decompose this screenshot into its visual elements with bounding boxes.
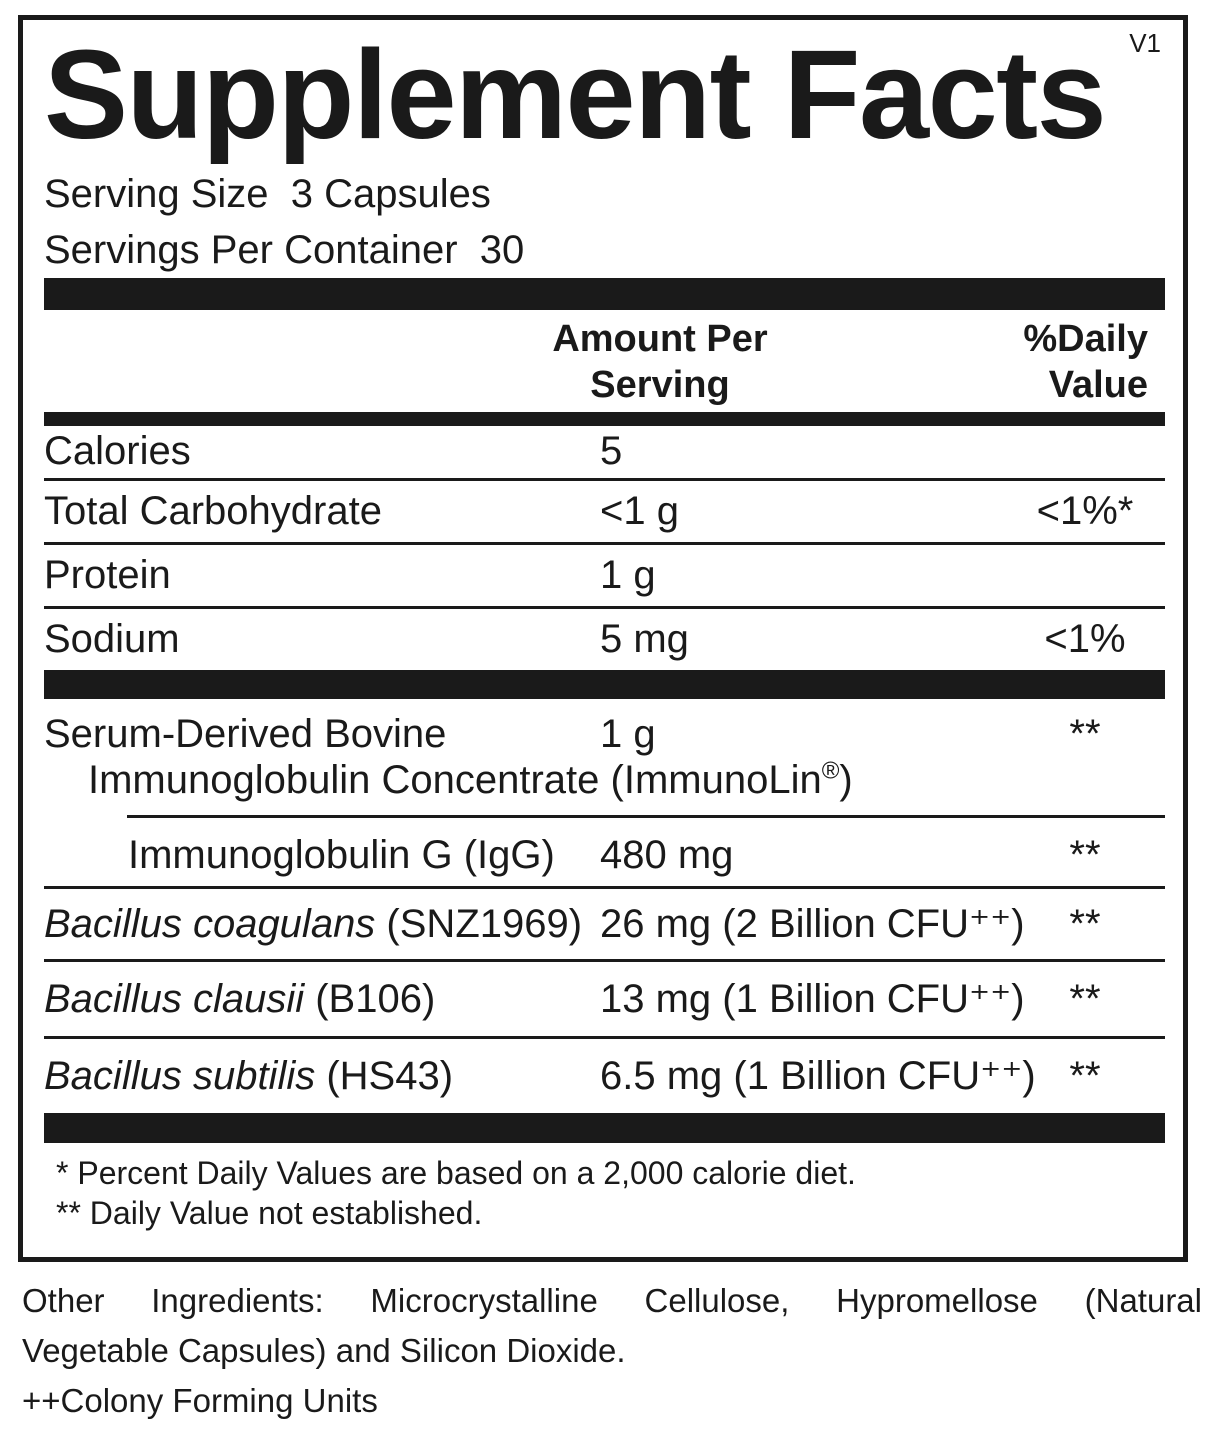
table-row-protein: Protein 1 g bbox=[44, 545, 1165, 606]
nutrient-name: Total Carbohydrate bbox=[44, 489, 382, 533]
supplement-facts-panel: V1 Supplement Facts Serving Size 3 Capsu… bbox=[18, 15, 1188, 1262]
row-divider bbox=[44, 959, 1165, 962]
species-name-italic: Bacillus subtilis bbox=[44, 1054, 316, 1098]
ingredient-dv: ** bbox=[1069, 977, 1101, 1021]
row-divider bbox=[44, 478, 1165, 481]
other-ingredients-line1: Other Ingredients: Microcrystalline Cell… bbox=[22, 1282, 1202, 1319]
species-name-italic: Bacillus clausii bbox=[44, 977, 305, 1021]
row-divider bbox=[44, 1036, 1165, 1039]
ingredient-amount: 26 mg (2 Billion CFU⁺⁺) bbox=[600, 902, 1025, 946]
ingredient-amount: 6.5 mg (1 Billion CFU⁺⁺) bbox=[600, 1054, 1036, 1098]
sub-row-divider bbox=[127, 815, 1165, 818]
amount-header-line2: Serving bbox=[590, 364, 730, 406]
registered-trademark-symbol: ® bbox=[821, 757, 840, 785]
nutrient-dv: <1%* bbox=[1036, 489, 1134, 533]
nutrient-name: Calories bbox=[44, 429, 191, 473]
strain-code: (SNZ1969) bbox=[375, 902, 583, 946]
serving-size-line: Serving Size 3 Capsules bbox=[44, 172, 491, 216]
ingredient-dv: ** bbox=[1069, 712, 1101, 756]
table-row-bacillus-clausii: Bacillus clausii (B106) 13 mg (1 Billion… bbox=[44, 962, 1165, 1036]
ingredient-amount: 480 mg bbox=[600, 833, 734, 877]
thin-divider-bar bbox=[44, 412, 1165, 426]
row-divider bbox=[44, 606, 1165, 609]
servings-per-container-line: Servings Per Container 30 bbox=[44, 228, 525, 272]
table-row-bacillus-subtilis: Bacillus subtilis (HS43) 6.5 mg (1 Billi… bbox=[44, 1039, 1165, 1113]
row-divider bbox=[44, 542, 1165, 545]
panel-title: Supplement Facts bbox=[44, 24, 1107, 165]
thick-divider-bar bbox=[44, 1113, 1165, 1143]
table-row-immunoglobulin-g: Immunoglobulin G (IgG) 480 mg ** bbox=[44, 818, 1165, 886]
table-row-sodium: Sodium 5 mg <1% bbox=[44, 609, 1165, 670]
table-row-total-carbohydrate: Total Carbohydrate <1 g <1%* bbox=[44, 481, 1165, 542]
nutrient-dv bbox=[1005, 428, 1165, 474]
ingredient-name-continued: Immunoglobulin Concentrate (ImmunoLin bbox=[88, 758, 822, 802]
other-ingredients-section: Other Ingredients: Microcrystalline Cell… bbox=[22, 1276, 1202, 1426]
dv-header-line1: %Daily bbox=[1023, 318, 1148, 360]
nutrient-amount: 1 g bbox=[600, 553, 656, 597]
thick-divider-bar bbox=[44, 670, 1165, 699]
percent-daily-value-header: %Daily Value bbox=[1023, 316, 1148, 408]
ingredient-name: Bacillus subtilis (HS43) bbox=[44, 1053, 600, 1099]
footnote-not-established: ** Daily Value not established. bbox=[56, 1195, 483, 1231]
table-row-bacillus-coagulans: Bacillus coagulans (SNZ1969) 26 mg (2 Bi… bbox=[44, 889, 1165, 959]
nutrient-amount: 5 mg bbox=[600, 617, 689, 661]
column-header-row: Amount Per Serving %Daily Value bbox=[44, 310, 1165, 412]
ingredient-amount: 13 mg (1 Billion CFU⁺⁺) bbox=[600, 977, 1025, 1021]
amount-per-serving-header: Amount Per Serving bbox=[552, 316, 767, 408]
nutrient-dv bbox=[1005, 552, 1165, 598]
species-name-italic: Bacillus coagulans bbox=[44, 902, 376, 946]
ingredient-amount: 1 g bbox=[600, 712, 656, 756]
thick-divider-bar bbox=[44, 278, 1165, 310]
strain-code: (HS43) bbox=[315, 1054, 454, 1098]
row-divider bbox=[44, 886, 1165, 889]
ingredient-dv: ** bbox=[1069, 833, 1101, 877]
nutrient-dv: <1% bbox=[1044, 617, 1126, 661]
serum-row-line1: Serum-Derived Bovine 1 g ** bbox=[44, 711, 1165, 757]
table-row-serum-derived-bovine: Serum-Derived Bovine 1 g ** Immunoglobul… bbox=[44, 699, 1165, 815]
amount-header-line1: Amount Per bbox=[552, 318, 768, 360]
footnotes: * Percent Daily Values are based on a 2,… bbox=[44, 1153, 1165, 1233]
cfu-footnote: ++Colony Forming Units bbox=[22, 1382, 378, 1419]
nutrient-name: Protein bbox=[44, 553, 171, 597]
version-tag: V1 bbox=[1129, 28, 1161, 58]
ingredient-dv: ** bbox=[1069, 902, 1101, 946]
ingredient-dv: ** bbox=[1069, 1054, 1101, 1098]
serving-info: Serving Size 3 Capsules Servings Per Con… bbox=[44, 166, 1165, 278]
ingredient-name: Bacillus clausii (B106) bbox=[44, 976, 600, 1022]
nutrient-amount: <1 g bbox=[600, 489, 679, 533]
strain-code: (B106) bbox=[304, 977, 436, 1021]
ingredient-name: Immunoglobulin G (IgG) bbox=[128, 833, 555, 877]
other-ingredients-line2: Vegetable Capsules) and Silicon Dioxide. bbox=[22, 1332, 626, 1369]
dv-header-line2: Value bbox=[1048, 364, 1148, 406]
nutrient-amount: 5 bbox=[600, 429, 623, 473]
closing-paren: ) bbox=[839, 758, 853, 802]
serum-row-line2: Immunoglobulin Concentrate (ImmunoLin®) bbox=[44, 757, 1165, 803]
table-row-calories: Calories 5 bbox=[44, 426, 1165, 478]
ingredient-name: Bacillus coagulans (SNZ1969) bbox=[44, 901, 600, 947]
nutrient-name: Sodium bbox=[44, 617, 180, 661]
footnote-daily-value: * Percent Daily Values are based on a 2,… bbox=[56, 1155, 856, 1191]
ingredient-name: Serum-Derived Bovine bbox=[44, 712, 447, 756]
